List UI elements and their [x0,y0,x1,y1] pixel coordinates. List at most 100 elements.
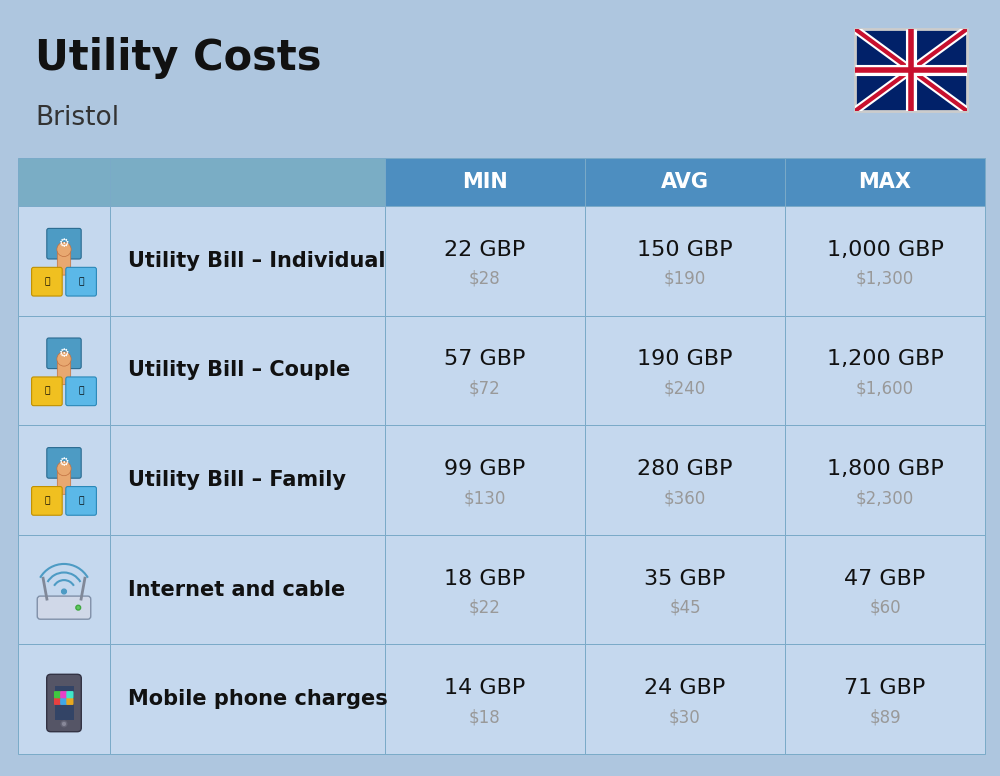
FancyBboxPatch shape [855,29,967,111]
Text: $22: $22 [469,598,501,617]
FancyBboxPatch shape [47,228,81,259]
Text: 47 GBP: 47 GBP [844,569,926,589]
Circle shape [62,589,66,594]
Polygon shape [110,158,385,206]
FancyBboxPatch shape [32,377,62,406]
FancyBboxPatch shape [47,448,81,478]
Text: Utility Costs: Utility Costs [35,37,322,79]
Text: $18: $18 [469,708,501,726]
Polygon shape [385,316,585,425]
FancyBboxPatch shape [47,674,81,732]
Polygon shape [785,535,985,644]
Text: $1,300: $1,300 [856,270,914,288]
Polygon shape [785,425,985,535]
Polygon shape [385,425,585,535]
Text: 190 GBP: 190 GBP [637,349,733,369]
Text: 150 GBP: 150 GBP [637,240,733,260]
Polygon shape [785,316,985,425]
Polygon shape [385,644,585,754]
Text: 1,200 GBP: 1,200 GBP [827,349,943,369]
Circle shape [57,242,71,257]
Text: $30: $30 [669,708,701,726]
Polygon shape [585,206,785,316]
Text: 99 GBP: 99 GBP [444,459,526,479]
Text: 💧: 💧 [78,386,84,396]
Polygon shape [785,206,985,316]
Text: 71 GBP: 71 GBP [844,678,926,698]
FancyBboxPatch shape [57,471,71,494]
Polygon shape [585,644,785,754]
Polygon shape [110,644,385,754]
Circle shape [57,462,71,476]
Text: $72: $72 [469,379,501,397]
FancyBboxPatch shape [66,698,74,705]
Text: $60: $60 [869,598,901,617]
Text: Utility Bill – Couple: Utility Bill – Couple [128,360,350,380]
Text: 🔌: 🔌 [44,277,50,286]
FancyBboxPatch shape [57,252,71,275]
Text: 🔌: 🔌 [44,497,50,505]
Polygon shape [585,158,785,206]
FancyBboxPatch shape [60,698,67,705]
FancyBboxPatch shape [47,338,81,369]
Polygon shape [18,206,110,316]
Text: $190: $190 [664,270,706,288]
Text: $240: $240 [664,379,706,397]
Polygon shape [785,644,985,754]
Polygon shape [110,535,385,644]
FancyBboxPatch shape [66,487,96,515]
Text: 57 GBP: 57 GBP [444,349,526,369]
Polygon shape [18,425,110,535]
Circle shape [61,721,67,727]
Polygon shape [585,316,785,425]
Text: 35 GBP: 35 GBP [644,569,726,589]
Text: 14 GBP: 14 GBP [444,678,526,698]
Text: 1,000 GBP: 1,000 GBP [827,240,943,260]
FancyBboxPatch shape [66,377,96,406]
Text: 🔌: 🔌 [44,386,50,396]
Text: ⚙: ⚙ [59,347,69,360]
Text: $130: $130 [464,489,506,507]
Polygon shape [110,206,385,316]
Text: 💧: 💧 [78,277,84,286]
Text: $89: $89 [869,708,901,726]
Text: MIN: MIN [462,172,508,192]
Polygon shape [18,316,110,425]
Text: 18 GBP: 18 GBP [444,569,526,589]
FancyBboxPatch shape [54,698,61,705]
Text: $1,600: $1,600 [856,379,914,397]
Text: 280 GBP: 280 GBP [637,459,733,479]
Text: MAX: MAX [858,172,912,192]
Text: ⚙: ⚙ [59,237,69,250]
Text: $28: $28 [469,270,501,288]
Text: 💧: 💧 [78,497,84,505]
Polygon shape [18,644,110,754]
FancyBboxPatch shape [32,268,62,296]
Circle shape [76,605,81,610]
FancyBboxPatch shape [32,487,62,515]
Polygon shape [18,158,110,206]
Text: 1,800 GBP: 1,800 GBP [827,459,943,479]
FancyBboxPatch shape [54,691,61,698]
Text: Bristol: Bristol [35,105,119,131]
Polygon shape [110,425,385,535]
Polygon shape [785,158,985,206]
FancyBboxPatch shape [57,362,71,385]
Text: ⚙: ⚙ [59,456,69,469]
Text: $360: $360 [664,489,706,507]
FancyBboxPatch shape [55,686,74,720]
Circle shape [57,352,71,366]
Polygon shape [385,206,585,316]
Polygon shape [110,316,385,425]
Text: AVG: AVG [661,172,709,192]
FancyBboxPatch shape [37,596,91,619]
Polygon shape [385,535,585,644]
Text: $45: $45 [669,598,701,617]
Text: $2,300: $2,300 [856,489,914,507]
Polygon shape [385,158,585,206]
FancyBboxPatch shape [66,691,74,698]
Text: Mobile phone charges: Mobile phone charges [128,689,388,709]
FancyBboxPatch shape [60,691,67,698]
Text: Utility Bill – Family: Utility Bill – Family [128,470,346,490]
Text: 22 GBP: 22 GBP [444,240,526,260]
